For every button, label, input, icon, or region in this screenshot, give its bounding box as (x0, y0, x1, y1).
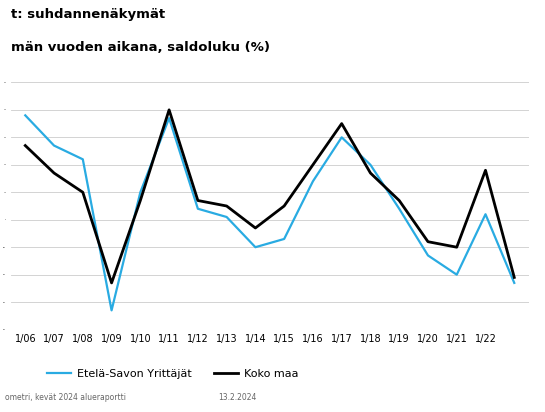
Koko maa (511, 275, 518, 280)
Koko maa (51, 171, 57, 176)
Etelä-Savon Yrittäjät (223, 215, 230, 220)
Koko maa (281, 204, 287, 208)
Etelä-Savon Yrittäjät (80, 157, 86, 162)
Etelä-Savon Yrittäjät (195, 206, 201, 211)
Legend: Etelä-Savon Yrittäjät, Koko maa: Etelä-Savon Yrittäjät, Koko maa (43, 365, 302, 384)
Koko maa (367, 171, 374, 176)
Koko maa (166, 108, 172, 112)
Etelä-Savon Yrittäjät (281, 236, 287, 241)
Etelä-Savon Yrittäjät (367, 162, 374, 167)
Etelä-Savon Yrittäjät (108, 308, 115, 313)
Etelä-Savon Yrittäjät (453, 272, 460, 277)
Etelä-Savon Yrittäjät (482, 212, 489, 217)
Etelä-Savon Yrittäjät (166, 116, 172, 121)
Text: män vuoden aikana, saldoluku (%): män vuoden aikana, saldoluku (%) (11, 41, 270, 54)
Text: 13.2.2024: 13.2.2024 (218, 393, 256, 402)
Koko maa (223, 204, 230, 208)
Etelä-Savon Yrittäjät (51, 143, 57, 148)
Etelä-Savon Yrittäjät (425, 253, 431, 258)
Line: Etelä-Savon Yrittäjät: Etelä-Savon Yrittäjät (25, 115, 514, 310)
Etelä-Savon Yrittäjät (137, 190, 143, 195)
Koko maa (80, 190, 86, 195)
Koko maa (482, 168, 489, 173)
Koko maa (252, 225, 259, 230)
Line: Koko maa: Koko maa (25, 110, 514, 283)
Koko maa (137, 198, 143, 203)
Etelä-Savon Yrittäjät (22, 113, 28, 118)
Etelä-Savon Yrittäjät (310, 179, 316, 184)
Koko maa (453, 245, 460, 250)
Koko maa (396, 198, 402, 203)
Etelä-Savon Yrittäjät (338, 135, 345, 140)
Koko maa (195, 198, 201, 203)
Text: t: suhdannenäkymät: t: suhdannenäkymät (11, 8, 165, 21)
Koko maa (108, 281, 115, 286)
Koko maa (338, 121, 345, 126)
Etelä-Savon Yrittäjät (511, 281, 518, 286)
Etelä-Savon Yrittäjät (396, 206, 402, 211)
Koko maa (425, 239, 431, 244)
Text: ometri, kevät 2024 alueraportti: ometri, kevät 2024 alueraportti (5, 393, 126, 402)
Etelä-Savon Yrittäjät (252, 245, 259, 250)
Koko maa (22, 143, 28, 148)
Koko maa (310, 162, 316, 167)
